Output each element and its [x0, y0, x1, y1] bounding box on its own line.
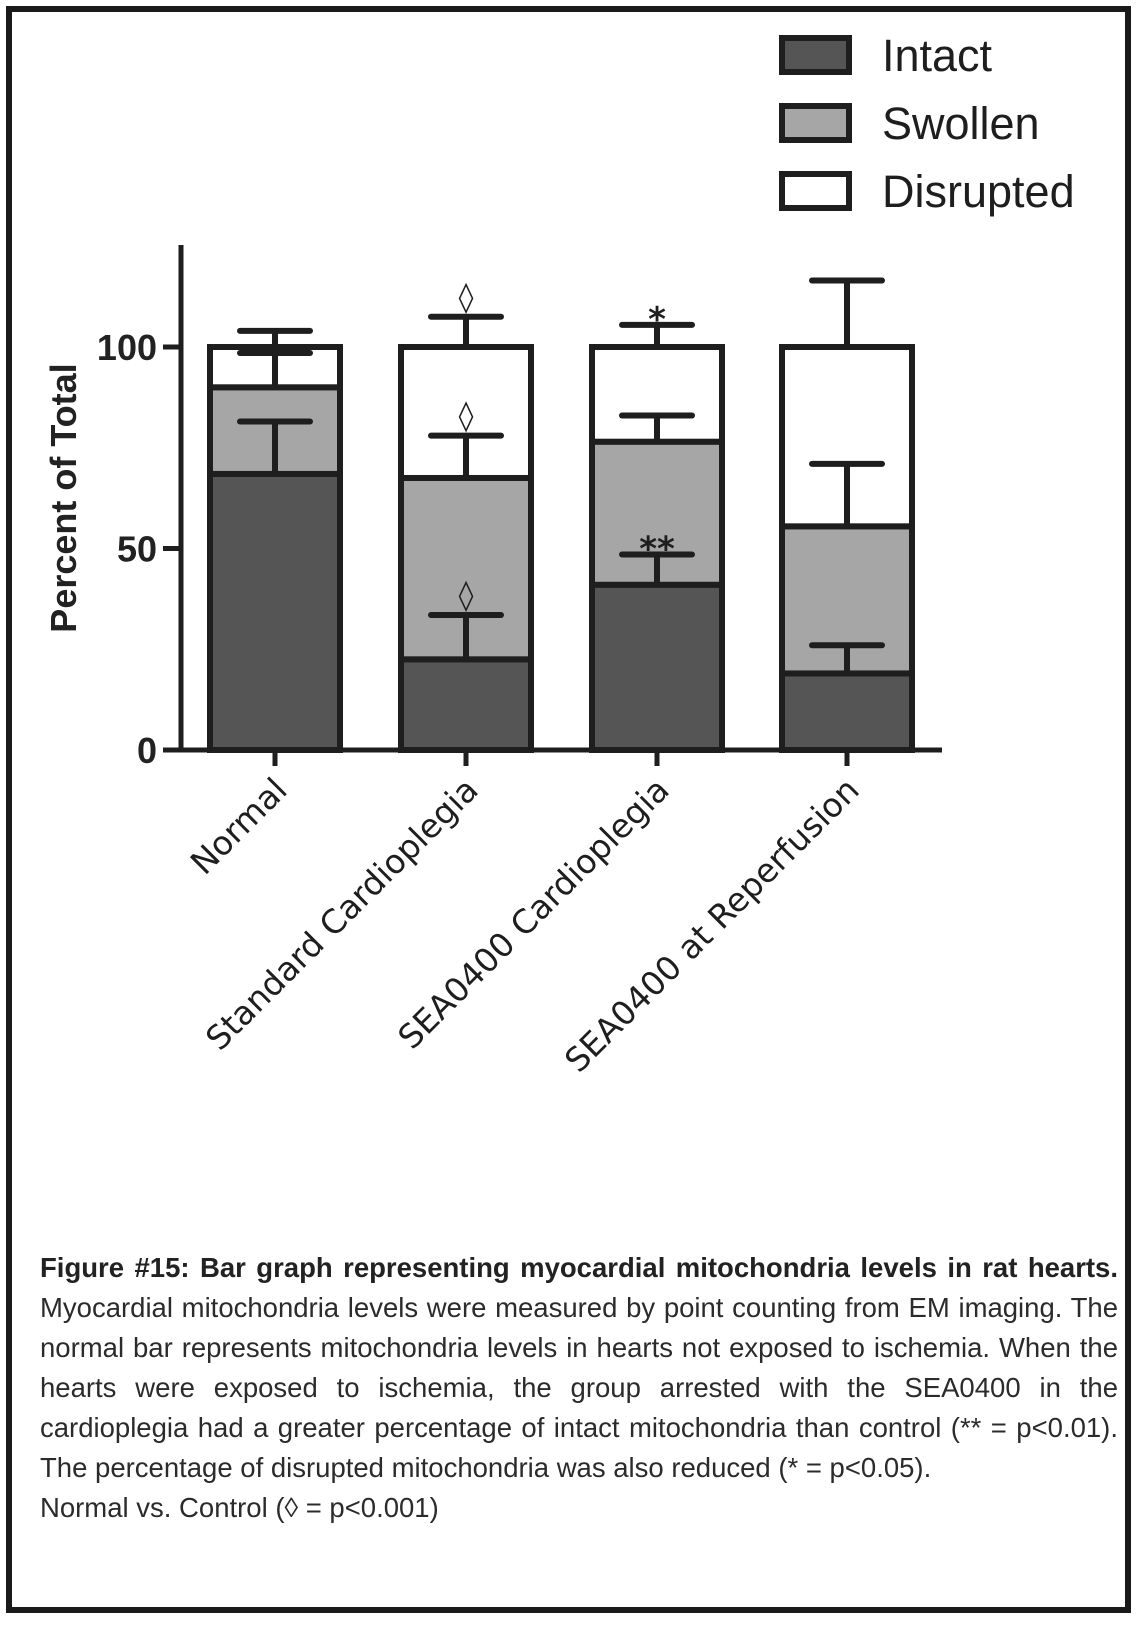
- figure-caption: Figure #15: Bar graph representing myoca…: [40, 1248, 1118, 1528]
- legend-swatch-swollen: [779, 103, 852, 143]
- bar-intact-1: [398, 656, 534, 754]
- annotation-1: ◊: [459, 399, 474, 434]
- bar-intact-2: [589, 581, 725, 754]
- annotations: ◊◊◊***: [459, 280, 675, 613]
- legend-swatch-disrupted: [779, 171, 852, 211]
- bar-intact-0: [207, 470, 343, 753]
- caption-body: Myocardial mitochondria levels were meas…: [40, 1292, 1118, 1483]
- legend: Intact Swollen Disrupted: [779, 30, 1075, 217]
- legend-label-intact: Intact: [882, 30, 993, 81]
- x-tick-label-0: Normal: [183, 770, 295, 882]
- annotation-3: *: [648, 300, 666, 340]
- y-axis-label: Percent of Total: [43, 363, 84, 632]
- annotation-0: ◊: [459, 280, 474, 315]
- annotation-2: ◊: [459, 578, 474, 613]
- legend-label-swollen: Swollen: [882, 98, 1040, 149]
- y-tick-label-100: 100: [97, 327, 157, 368]
- caption-legend-note: Normal vs. Control (◊ = p<0.001): [40, 1492, 439, 1523]
- bar-intact-3: [779, 670, 915, 753]
- legend-label-disrupted: Disrupted: [882, 166, 1075, 217]
- annotation-4: **: [639, 530, 675, 570]
- y-tick-label-0: 0: [137, 730, 157, 771]
- y-tick-label-50: 50: [117, 529, 157, 570]
- figure-frame: [6, 6, 1131, 1613]
- legend-swatch-intact: [779, 35, 852, 75]
- caption-title: Figure #15: Bar graph representing myoca…: [40, 1252, 1118, 1283]
- bars: [207, 277, 915, 754]
